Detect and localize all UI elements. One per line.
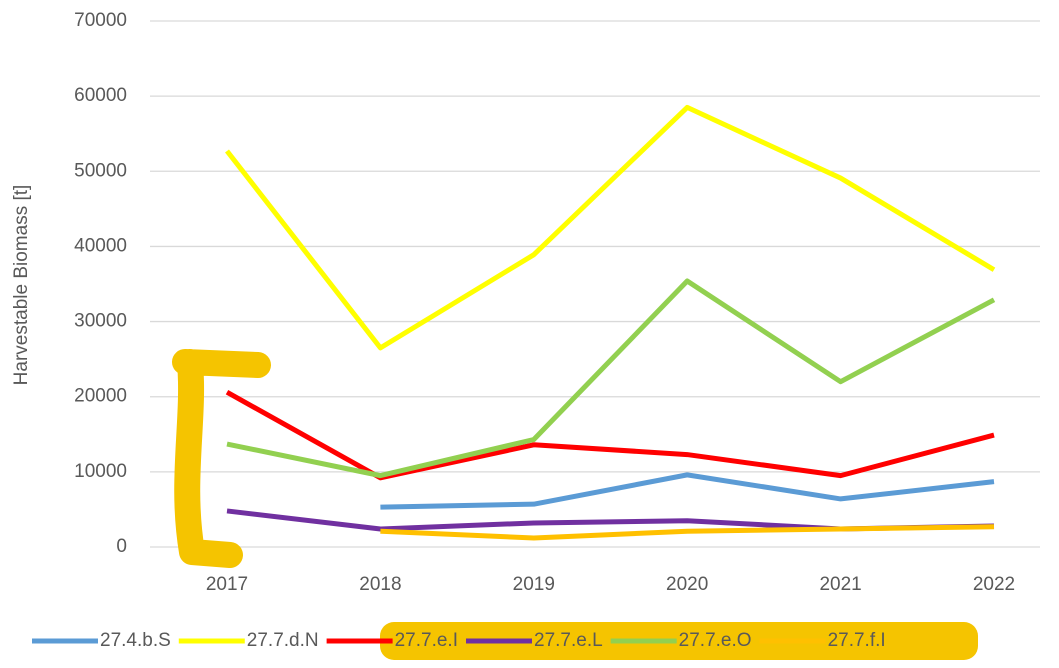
y-tick-label: 20000 xyxy=(74,386,127,407)
y-tick-label: 0 xyxy=(116,536,127,557)
legend-label: 27.7.e.L xyxy=(534,630,603,651)
legend-label: 27.7.e.O xyxy=(679,630,752,651)
series-line xyxy=(225,390,995,481)
x-tick-label: 2018 xyxy=(359,574,401,595)
y-tick-label: 50000 xyxy=(74,160,127,181)
series-line xyxy=(380,524,995,541)
legend-label: 27.4.b.S xyxy=(100,630,171,651)
y-tick-label: 60000 xyxy=(74,85,127,106)
series-line xyxy=(225,104,996,351)
x-tick-label: 2019 xyxy=(513,574,555,595)
series-line xyxy=(226,278,996,479)
legend-label: 27.7.d.N xyxy=(247,630,319,651)
legend-label: 27.7.e.I xyxy=(395,630,458,651)
x-tick-label: 2017 xyxy=(206,574,248,595)
y-tick-label: 10000 xyxy=(74,461,127,482)
x-tick-label: 2022 xyxy=(973,574,1015,595)
x-tick-label: 2020 xyxy=(666,574,708,595)
legend-highlight xyxy=(380,622,978,660)
y-tick-label: 30000 xyxy=(74,311,127,332)
y-axis-title: Harvestable Biomass [t] xyxy=(11,185,32,386)
y-tick-label: 70000 xyxy=(74,10,127,31)
series-line xyxy=(380,472,995,510)
legend-label: 27.7.f.I xyxy=(828,630,886,651)
plot-area xyxy=(150,20,1040,548)
x-tick-label: 2021 xyxy=(819,574,861,595)
y-tick-label: 40000 xyxy=(74,235,127,256)
bracket-annotation xyxy=(172,349,271,568)
